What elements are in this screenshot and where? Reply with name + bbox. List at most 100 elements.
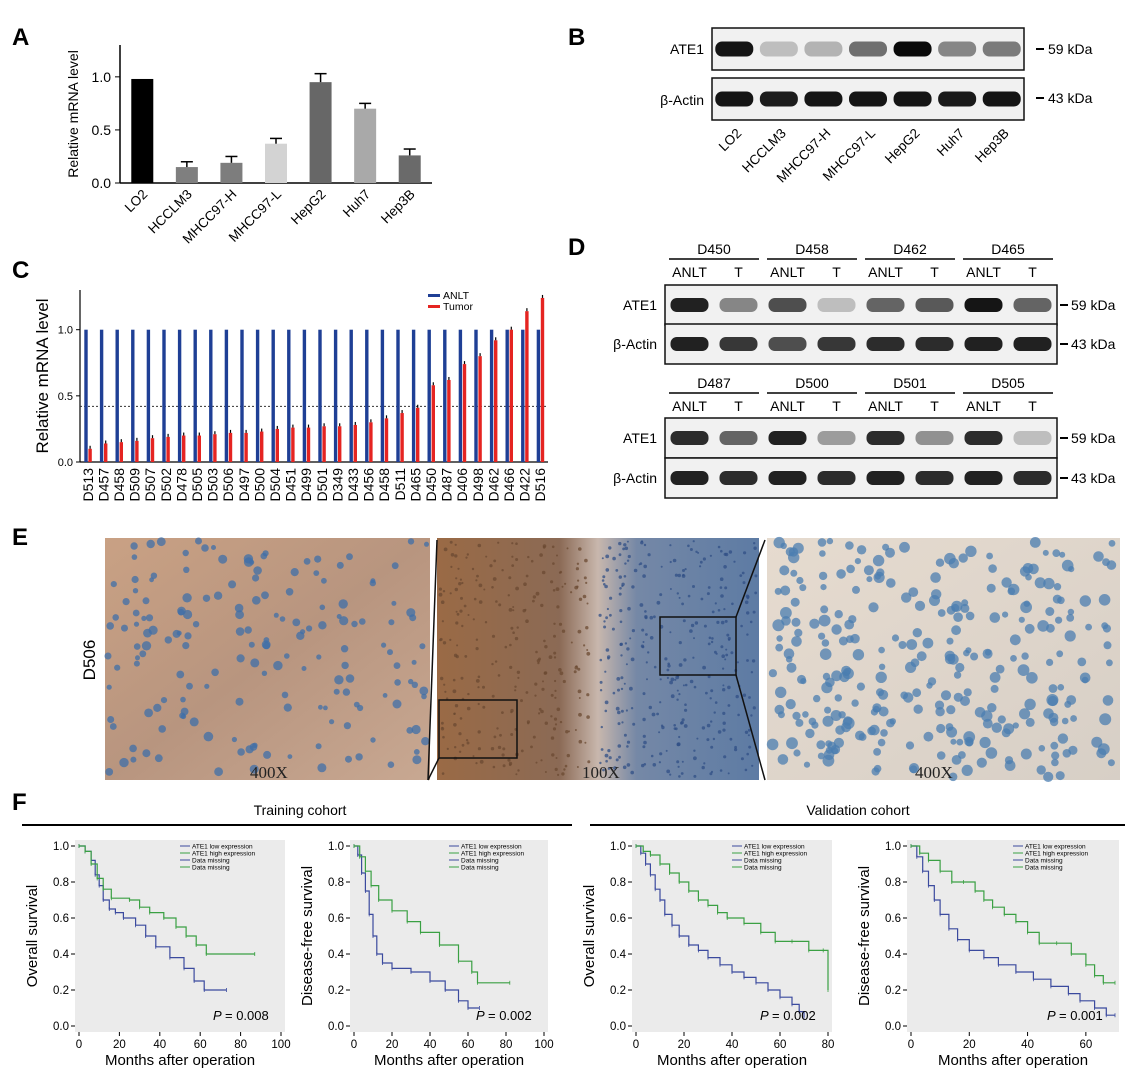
- ihc-nucleus: [530, 559, 534, 563]
- ihc-nucleus: [818, 632, 826, 640]
- ihc-nucleus: [936, 751, 946, 760]
- x-tick-label: 0: [633, 1039, 639, 1051]
- ihc-nucleus: [747, 734, 750, 737]
- ihc-nucleus: [719, 577, 724, 581]
- blot-band: [768, 471, 807, 485]
- ihc-nucleus: [566, 753, 570, 758]
- ihc-nucleus: [674, 573, 679, 577]
- legend-label: ATE1 high expression: [1025, 851, 1088, 858]
- ihc-nucleus: [555, 757, 558, 759]
- ihc-nucleus: [541, 570, 546, 575]
- ihc-nucleus: [583, 576, 587, 580]
- ihc-nucleus: [723, 552, 727, 556]
- ihc-nucleus: [683, 724, 688, 728]
- bar-tumor: [88, 448, 92, 462]
- ihc-nucleus: [482, 685, 485, 689]
- km-curve-high: [354, 845, 510, 984]
- bar-tumor: [119, 442, 123, 462]
- lane-label: T: [734, 398, 743, 414]
- ihc-nucleus: [148, 625, 158, 635]
- bar-anlt: [131, 329, 135, 462]
- bar-tumor: [260, 431, 264, 462]
- ihc-nucleus: [1097, 743, 1110, 755]
- ihc-nucleus: [515, 586, 519, 591]
- ihc-nucleus: [338, 599, 348, 609]
- x-tick-label: D457: [95, 468, 111, 502]
- ihc-nucleus: [723, 608, 726, 611]
- ihc-nucleus: [333, 688, 340, 695]
- ihc-image-middle: [437, 538, 759, 780]
- ihc-nucleus: [900, 691, 908, 700]
- ihc-nucleus: [603, 620, 606, 623]
- ihc-nucleus: [989, 612, 1001, 623]
- ihc-nucleus: [452, 678, 456, 682]
- ihc-nucleus: [868, 602, 879, 613]
- ihc-nucleus: [617, 722, 621, 726]
- ihc-nucleus: [263, 637, 270, 643]
- ihc-nucleus: [640, 644, 645, 648]
- bar-tumor: [244, 432, 248, 462]
- ihc-nucleus: [341, 661, 349, 670]
- bar-tumor: [150, 438, 155, 462]
- ihc-nucleus: [554, 689, 557, 693]
- ihc-nucleus: [1061, 717, 1069, 725]
- ihc-nucleus: [510, 626, 514, 630]
- ihc-nucleus: [141, 641, 152, 651]
- ihc-nucleus: [620, 676, 624, 680]
- ihc-nucleus: [706, 723, 711, 728]
- p-value: = 0.002: [772, 1008, 816, 1023]
- ihc-nucleus: [1066, 614, 1075, 622]
- ihc-nucleus: [976, 757, 987, 768]
- ihc-nucleus: [626, 745, 629, 748]
- ihc-nucleus: [629, 686, 633, 691]
- ihc-nucleus: [677, 573, 681, 578]
- ihc-image-left: [105, 538, 430, 780]
- bar-anlt: [115, 329, 119, 462]
- ihc-nucleus: [121, 624, 128, 632]
- bar-anlt: [255, 329, 260, 462]
- ihc-nucleus: [734, 745, 737, 749]
- ihc-nucleus: [1098, 594, 1111, 606]
- ihc-nucleus: [550, 715, 553, 718]
- x-tick-label: 20: [386, 1039, 399, 1051]
- lane-label: T: [1028, 398, 1037, 414]
- ihc-nucleus: [213, 591, 223, 600]
- blot-band: [768, 337, 807, 351]
- ihc-nucleus: [834, 694, 842, 702]
- ihc-nucleus: [603, 625, 607, 629]
- ihc-nucleus: [619, 609, 623, 613]
- ihc-nucleus: [712, 737, 716, 741]
- x-tick-label: D433: [345, 468, 361, 502]
- blot-band: [715, 91, 754, 107]
- ihc-nucleus: [950, 738, 957, 745]
- ihc-nucleus: [532, 599, 535, 603]
- y-tick-label: 0.2: [885, 985, 901, 997]
- blot-band: [759, 91, 798, 107]
- ihc-zoom-line: [735, 539, 766, 618]
- ihc-nucleus: [556, 707, 561, 712]
- ihc-nucleus: [154, 754, 163, 763]
- ihc-nucleus: [674, 678, 677, 681]
- ihc-nucleus: [791, 636, 802, 647]
- ihc-nucleus: [713, 711, 716, 714]
- ihc-nucleus: [620, 654, 623, 657]
- ihc-nucleus: [281, 691, 289, 699]
- ihc-nucleus: [780, 607, 792, 619]
- ihc-nucleus: [906, 639, 918, 650]
- ihc-nucleus: [682, 684, 685, 687]
- ihc-nucleus: [795, 718, 804, 727]
- ihc-nucleus: [1103, 641, 1112, 650]
- ihc-nucleus: [485, 555, 488, 558]
- ihc-nucleus: [684, 703, 687, 706]
- ihc-nucleus: [710, 689, 714, 693]
- p-value-label: P: [1047, 1008, 1056, 1023]
- ihc-nucleus: [989, 672, 1001, 683]
- ihc-nucleus: [625, 709, 629, 712]
- ihc-nucleus: [676, 592, 679, 595]
- ihc-nucleus: [582, 594, 587, 599]
- panel-letter-c: C: [12, 257, 29, 284]
- blot-band: [804, 91, 843, 107]
- ihc-nucleus: [1061, 559, 1074, 572]
